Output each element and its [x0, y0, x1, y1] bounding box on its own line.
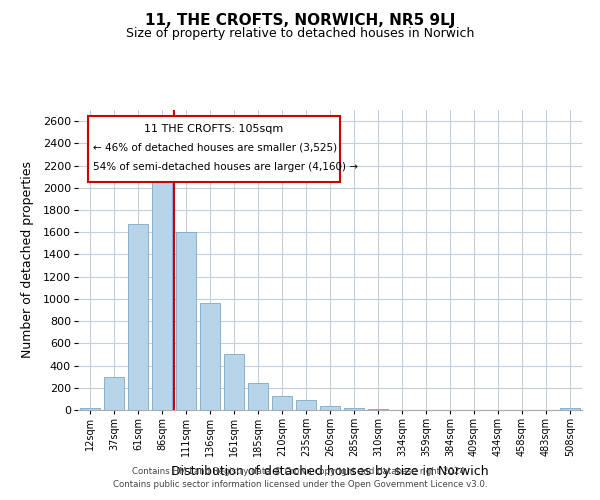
Bar: [272, 396, 292, 410]
Bar: [560, 408, 580, 410]
Bar: [80, 408, 100, 410]
Bar: [200, 304, 220, 410]
Bar: [176, 232, 196, 410]
Bar: [152, 171, 172, 410]
Text: Size of property relative to detached houses in Norwich: Size of property relative to detached ho…: [126, 28, 474, 40]
Text: 54% of semi-detached houses are larger (4,160) →: 54% of semi-detached houses are larger (…: [93, 162, 358, 172]
Bar: [104, 377, 124, 410]
Bar: [296, 400, 316, 410]
Bar: [128, 224, 148, 410]
Bar: [320, 406, 340, 410]
X-axis label: Distribution of detached houses by size in Norwich: Distribution of detached houses by size …: [171, 464, 489, 477]
Bar: [248, 383, 268, 410]
Text: Contains HM Land Registry data © Crown copyright and database right 2024.
Contai: Contains HM Land Registry data © Crown c…: [113, 467, 487, 489]
Bar: [224, 354, 244, 410]
Bar: [344, 408, 364, 410]
Text: ← 46% of detached houses are smaller (3,525): ← 46% of detached houses are smaller (3,…: [93, 143, 337, 153]
Text: 11, THE CROFTS, NORWICH, NR5 9LJ: 11, THE CROFTS, NORWICH, NR5 9LJ: [145, 12, 455, 28]
FancyBboxPatch shape: [88, 116, 340, 182]
Y-axis label: Number of detached properties: Number of detached properties: [22, 162, 34, 358]
Text: 11 THE CROFTS: 105sqm: 11 THE CROFTS: 105sqm: [145, 124, 284, 134]
